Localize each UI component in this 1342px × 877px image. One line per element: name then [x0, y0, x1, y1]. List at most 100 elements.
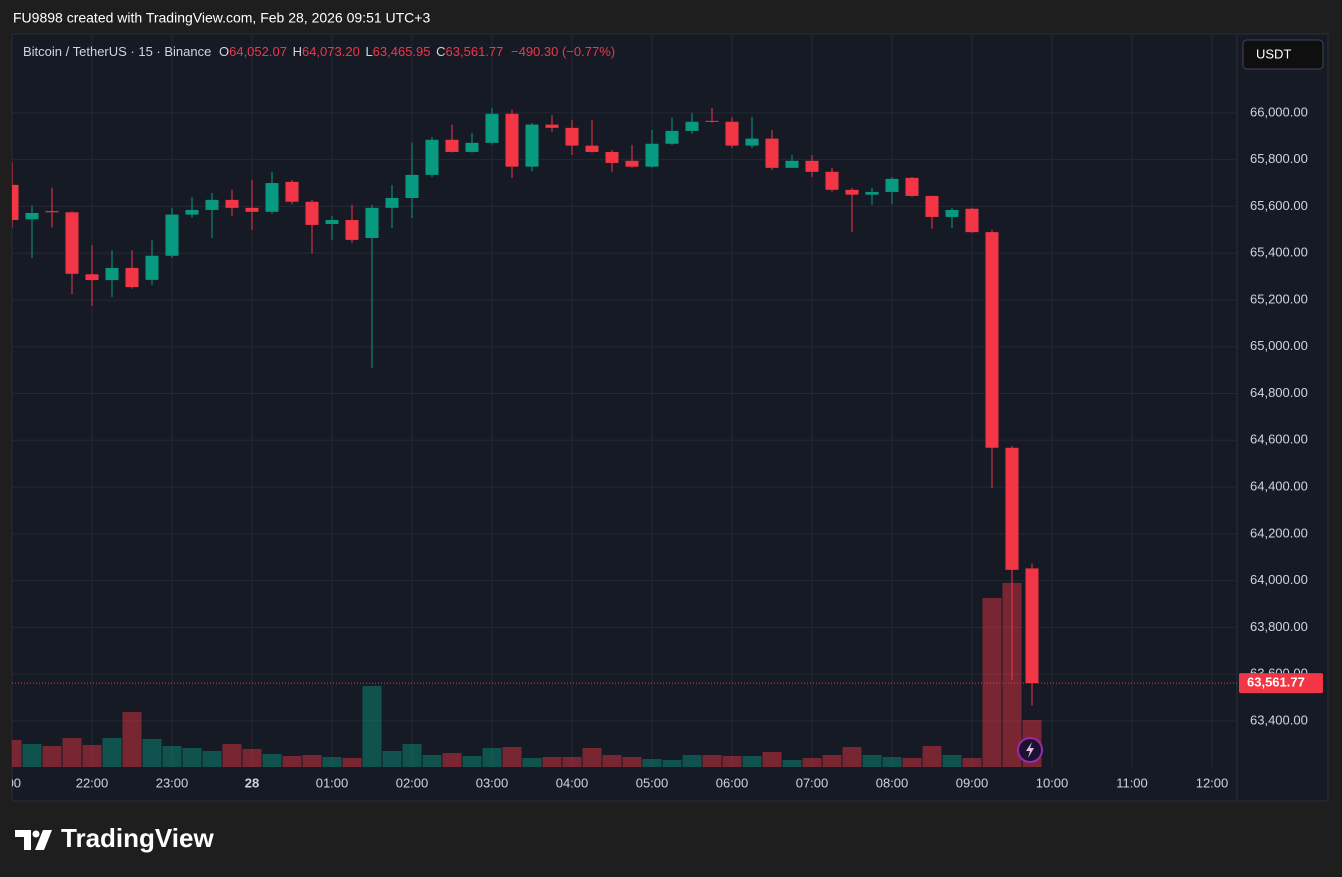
candle-body — [105, 267, 119, 281]
candle-body — [745, 138, 759, 146]
y-tick-label: 64,800.00 — [1250, 385, 1308, 400]
volume-bar — [502, 747, 522, 767]
volume-bar — [922, 746, 942, 767]
x-tick-label: 28 — [245, 775, 259, 790]
x-tick-label: 03:00 — [476, 775, 509, 790]
open-value: 64,052.07 — [229, 44, 287, 59]
alert-bolt — [1026, 742, 1034, 758]
candle-body — [765, 138, 779, 168]
currency-button[interactable] — [1242, 39, 1324, 70]
volume-bar — [222, 744, 242, 767]
logo-part — [32, 830, 40, 838]
candle-body — [365, 207, 379, 238]
candle-body — [785, 160, 799, 168]
volume-bar — [422, 755, 442, 767]
volume-bar — [122, 712, 142, 767]
candle-body — [145, 255, 159, 280]
y-tick-label: 65,600.00 — [1250, 198, 1308, 213]
volume-bar — [62, 738, 82, 767]
candle-body — [385, 198, 399, 208]
volume-bar — [202, 751, 222, 767]
volume-bar — [102, 738, 122, 767]
candle-body — [1025, 568, 1039, 684]
volume-bar — [702, 755, 722, 767]
volume-bar — [582, 748, 602, 767]
candle-body — [965, 208, 979, 233]
candle-body — [525, 124, 539, 167]
candle-body — [425, 139, 439, 175]
volume-bar — [782, 760, 802, 767]
candle-body — [85, 274, 99, 281]
volume-bar — [282, 756, 302, 767]
candle-body — [665, 130, 679, 144]
candle-body — [465, 142, 479, 152]
volume-bar — [542, 757, 562, 767]
candle-body — [25, 212, 39, 220]
candle-body — [185, 209, 199, 215]
candle-body — [65, 212, 79, 274]
volume-bar — [262, 754, 282, 767]
candle-body — [1005, 447, 1019, 570]
high-key: H — [293, 44, 302, 59]
x-tick-label: 05:00 — [636, 775, 669, 790]
y-tick-label: 65,400.00 — [1250, 245, 1308, 260]
y-tick-label: 63,400.00 — [1250, 712, 1308, 727]
volume-bar — [402, 744, 422, 767]
x-tick-label: 23:00 — [156, 775, 189, 790]
volume-bar — [482, 748, 502, 767]
grid — [12, 35, 1237, 767]
volume-bar — [942, 755, 962, 767]
x-tick-label: 06:00 — [716, 775, 749, 790]
x-tick-label: 09:00 — [956, 775, 989, 790]
volume-bar — [162, 746, 182, 767]
candle-body — [685, 121, 699, 131]
volume-bar — [682, 755, 702, 767]
candle-body — [905, 177, 919, 196]
volume-bar — [642, 759, 662, 767]
volume-bar — [662, 760, 682, 767]
x-tick-label: :00 — [3, 775, 21, 790]
x-tick-label: 08:00 — [876, 775, 909, 790]
volume-bar — [362, 686, 382, 767]
candle-body — [885, 178, 899, 192]
brand-name: TradingView — [61, 823, 214, 853]
y-tick-label: 66,000.00 — [1250, 104, 1308, 119]
y-tick-label: 65,000.00 — [1250, 338, 1308, 353]
y-tick-label: 63,800.00 — [1250, 619, 1308, 634]
volume-bar — [182, 748, 202, 767]
y-tick-label: 64,400.00 — [1250, 479, 1308, 494]
candle-body — [325, 219, 339, 224]
candle-body — [825, 171, 839, 190]
volume-bar — [22, 744, 42, 767]
x-tick-label: 01:00 — [316, 775, 349, 790]
open-key: O — [219, 44, 229, 59]
low-key: L — [365, 44, 372, 59]
candle-body — [345, 219, 359, 240]
symbol: Bitcoin / TetherUS · 15 · Binance — [23, 44, 211, 59]
volume-bar — [602, 755, 622, 767]
logo-part — [15, 830, 31, 850]
candle-body — [285, 181, 299, 202]
candle-body — [12, 184, 19, 220]
candle-body — [585, 145, 599, 152]
low-value: 63,465.95 — [373, 44, 431, 59]
volume-bar — [882, 757, 902, 767]
candle-body — [925, 195, 939, 217]
volume-bar — [762, 752, 782, 767]
y-tick-label: 64,000.00 — [1250, 572, 1308, 587]
currency-label[interactable]: USDT — [1256, 46, 1291, 61]
x-axis: :00 22:00 23:00 28 01:00 02:00 03:00 04:00 05:00… — [3, 775, 1228, 790]
volume-bar — [842, 747, 862, 767]
volume-bar — [142, 739, 162, 767]
volume-bar — [562, 757, 582, 767]
candle-body — [625, 160, 639, 167]
volume-bar — [12, 740, 22, 767]
candle-body — [125, 267, 139, 288]
candle-layer — [12, 107, 1237, 706]
high-value: 64,073.20 — [302, 44, 360, 59]
y-tick-label: 65,200.00 — [1250, 291, 1308, 306]
header: FU9898 created with TradingView.com, Feb… — [13, 10, 430, 26]
x-tick-label: 02:00 — [396, 775, 429, 790]
candle-body — [865, 191, 879, 195]
